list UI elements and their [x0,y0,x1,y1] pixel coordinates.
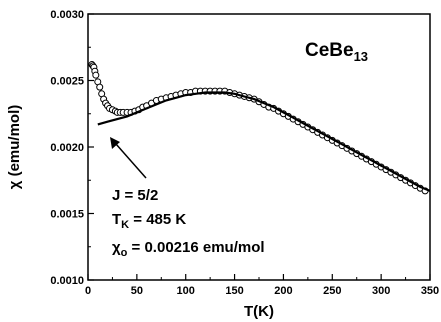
data-markers [88,61,429,195]
x-tick-label: 50 [131,285,143,297]
y-tick-label: 0.0015 [50,209,84,221]
annotation-tk: TK = 485 K [112,211,186,231]
annotation-tk-main: T [112,211,121,228]
x-tick-label: 250 [323,285,341,297]
x-tick-label: 300 [372,285,390,297]
x-tick-label: 0 [85,285,91,297]
x-tick-label: 150 [225,285,243,297]
annotation-chi0-value: = 0.00216 emu/mol [127,239,264,256]
data-point [92,71,100,79]
annotation-tk-value: = 485 K [129,211,186,228]
x-tick-label: 200 [274,285,292,297]
y-tick-label: 0.0010 [50,275,84,287]
chart-title-subscript: 13 [354,49,368,64]
y-tick-label: 0.0020 [50,142,84,154]
annotation-chi0: χo = 0.00216 emu/mol [112,239,265,259]
fit-curve [97,91,431,192]
y-tick-label: 0.0025 [50,76,84,88]
x-tick-label: 350 [421,285,439,297]
y-tick-label: 0.0030 [50,9,84,21]
annotation-chi0-subscript: o [121,247,128,259]
chart-title-main: CeBe [305,40,354,61]
data-point [96,83,104,91]
annotation-tk-subscript: K [121,219,129,231]
annotation-chi0-main: χ [112,239,121,256]
chart-title: CeBe13 [305,40,368,64]
x-tick-label: 100 [177,285,195,297]
x-axis-title: T(K) [244,303,274,320]
annotation-arrow-shaft [115,143,147,179]
ticks: 0 50 100 150 200 250 300 350 0.0010 0.0015 0.0020 0… [50,9,439,297]
annotation-arrow-head [110,137,120,149]
annotation-j: J = 5/2 [112,187,158,204]
y-axis-title: χ (emu/mol) [6,105,23,189]
